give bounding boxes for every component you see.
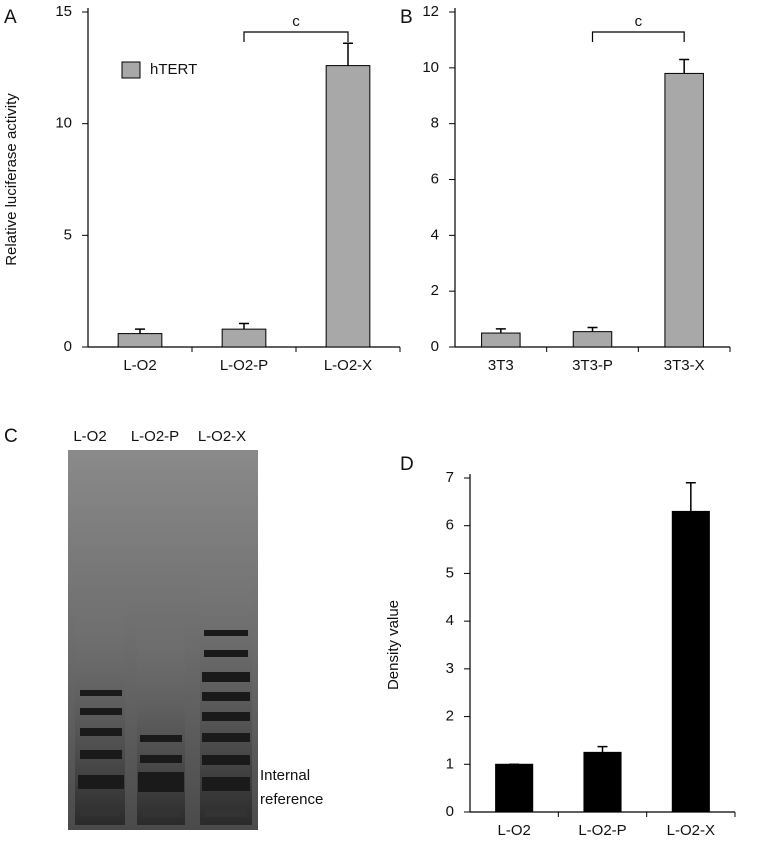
bar bbox=[325, 65, 371, 348]
bar bbox=[117, 333, 163, 348]
y-tick-label: 0 bbox=[431, 338, 439, 355]
bar bbox=[671, 510, 710, 813]
y-tick-label: 8 bbox=[431, 115, 439, 132]
y-axis-label: Relative luciferase activity bbox=[3, 93, 20, 266]
x-tick-label: L-O2 bbox=[123, 357, 156, 374]
y-tick-label: 6 bbox=[431, 170, 439, 187]
x-tick-label: L-O2-P bbox=[578, 822, 626, 839]
error-bar bbox=[135, 328, 145, 334]
error-bar bbox=[587, 326, 598, 332]
y-tick-label: 15 bbox=[55, 3, 72, 20]
gel: C L-O2 L-O2-P L-O2-X Internal reference bbox=[4, 426, 324, 830]
y-axis-label: Density value bbox=[385, 600, 402, 690]
significance-bracket bbox=[243, 31, 349, 42]
bar bbox=[481, 332, 521, 348]
bar bbox=[664, 72, 704, 348]
error-bar bbox=[495, 328, 506, 334]
reference-label-box: Internal reference bbox=[260, 767, 324, 808]
x-tick-label: L-O2-P bbox=[220, 357, 268, 374]
panel-label: D bbox=[400, 454, 414, 475]
y-tick-label: 12 bbox=[422, 3, 439, 20]
bar bbox=[495, 763, 534, 813]
y-tick-label: 2 bbox=[446, 708, 454, 725]
reference-label: Internal reference bbox=[260, 767, 324, 808]
y-tick-label: 10 bbox=[55, 115, 72, 132]
y-tick-label: 4 bbox=[446, 612, 454, 629]
legend-label: hTERT bbox=[150, 61, 197, 78]
panel-label: B bbox=[400, 7, 413, 28]
y-tick-label: 5 bbox=[64, 226, 72, 243]
significance-label: c bbox=[292, 13, 300, 30]
x-tick-label: 3T3-P bbox=[572, 357, 613, 374]
significance-bracket bbox=[591, 31, 685, 42]
y-tick-label: 1 bbox=[446, 755, 454, 772]
x-tick-label: L-O2 bbox=[497, 822, 530, 839]
x-tick-label: 3T3-X bbox=[664, 357, 705, 374]
bar bbox=[583, 751, 622, 813]
bar bbox=[572, 331, 613, 348]
y-tick-label: 0 bbox=[64, 338, 72, 355]
legend-swatch bbox=[121, 61, 141, 79]
lane-label: L-O2-P bbox=[131, 428, 179, 445]
bar bbox=[221, 328, 267, 348]
y-tick-label: 3 bbox=[446, 660, 454, 677]
y-tick-label: 6 bbox=[446, 517, 454, 534]
y-tick-label: 0 bbox=[446, 803, 454, 820]
gel-lane bbox=[137, 620, 185, 825]
significance-label: c bbox=[635, 13, 643, 30]
lane-label: L-O2-X bbox=[198, 428, 246, 445]
gel-bands bbox=[78, 630, 250, 817]
x-tick-label: L-O2-X bbox=[324, 357, 372, 374]
lane-label: L-O2 bbox=[73, 428, 106, 445]
y-tick-label: 7 bbox=[446, 469, 454, 486]
error-bar bbox=[685, 482, 696, 512]
error-bar bbox=[343, 42, 353, 66]
panel-label: A bbox=[4, 7, 17, 28]
panel-label: C bbox=[4, 426, 18, 447]
error-bar bbox=[239, 322, 249, 330]
x-tick-label: 3T3 bbox=[488, 357, 514, 374]
x-tick-label: L-O2-X bbox=[667, 822, 715, 839]
y-tick-label: 4 bbox=[431, 226, 439, 243]
y-tick-label: 2 bbox=[431, 282, 439, 299]
y-tick-label: 10 bbox=[422, 59, 439, 76]
error-bar bbox=[597, 745, 608, 753]
y-tick-label: 5 bbox=[446, 564, 454, 581]
error-bar bbox=[679, 58, 690, 74]
